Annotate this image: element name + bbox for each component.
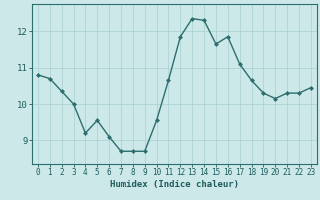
X-axis label: Humidex (Indice chaleur): Humidex (Indice chaleur) (110, 180, 239, 189)
